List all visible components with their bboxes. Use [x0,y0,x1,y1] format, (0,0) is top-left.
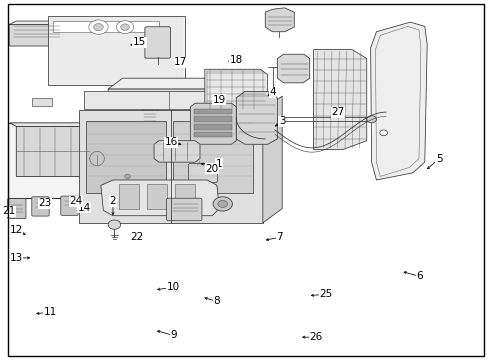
Polygon shape [236,91,277,144]
Circle shape [121,24,129,30]
Polygon shape [190,103,236,144]
FancyBboxPatch shape [61,196,78,215]
Text: 5: 5 [435,154,442,163]
Bar [119,184,138,209]
Text: 20: 20 [205,163,218,174]
Text: 14: 14 [77,203,90,213]
Circle shape [124,174,130,179]
Polygon shape [154,141,200,162]
Text: 21: 21 [2,206,16,216]
Bar [147,184,166,209]
Polygon shape [108,89,264,109]
Text: 11: 11 [43,307,57,317]
Polygon shape [9,21,62,24]
Polygon shape [277,54,309,83]
Text: 16: 16 [164,138,177,148]
Text: 3: 3 [278,116,285,126]
Text: 19: 19 [212,95,225,105]
FancyBboxPatch shape [166,198,202,221]
Circle shape [218,201,227,207]
Bar [84,91,262,109]
Text: 1: 1 [216,159,222,169]
FancyBboxPatch shape [142,106,158,127]
Text: 27: 27 [330,107,344,117]
Circle shape [213,197,232,211]
Text: 12: 12 [10,225,23,235]
Text: 7: 7 [276,232,283,242]
Polygon shape [262,96,282,223]
Text: 23: 23 [39,198,52,208]
Text: 6: 6 [416,271,423,282]
Circle shape [94,23,103,31]
Polygon shape [9,24,62,46]
Text: 25: 25 [318,289,332,299]
Text: 18: 18 [229,55,243,65]
Circle shape [108,220,121,229]
Bar [194,116,232,122]
Polygon shape [313,50,366,150]
Text: 24: 24 [69,197,82,206]
FancyBboxPatch shape [85,141,109,156]
Bar [32,98,52,106]
Polygon shape [108,75,264,89]
Circle shape [366,116,376,123]
Text: 2: 2 [109,197,116,206]
Text: 15: 15 [133,37,146,48]
Bar [48,16,185,85]
Circle shape [89,20,108,34]
Text: 10: 10 [166,282,180,292]
Bar [207,71,262,109]
FancyBboxPatch shape [32,197,49,216]
Bar [8,123,112,198]
FancyBboxPatch shape [144,27,170,58]
Circle shape [379,130,387,136]
FancyBboxPatch shape [188,163,217,183]
Bar [194,109,232,114]
Polygon shape [101,180,219,216]
Polygon shape [79,111,262,223]
Bar [50,18,183,84]
Text: 17: 17 [174,57,187,67]
Polygon shape [264,8,294,32]
Bar [86,121,166,193]
Polygon shape [16,126,89,176]
FancyBboxPatch shape [8,199,26,219]
Polygon shape [204,69,267,111]
Polygon shape [52,21,159,32]
Circle shape [116,21,134,33]
Text: 4: 4 [268,87,275,98]
Bar [194,132,232,138]
Text: 8: 8 [213,296,220,306]
Bar [194,124,232,130]
Text: 9: 9 [170,330,176,341]
Polygon shape [10,123,84,126]
Bar [175,184,194,209]
Text: 22: 22 [130,232,143,242]
Bar [173,121,253,193]
Text: 13: 13 [10,253,23,263]
Polygon shape [370,22,427,180]
Text: 26: 26 [309,332,322,342]
